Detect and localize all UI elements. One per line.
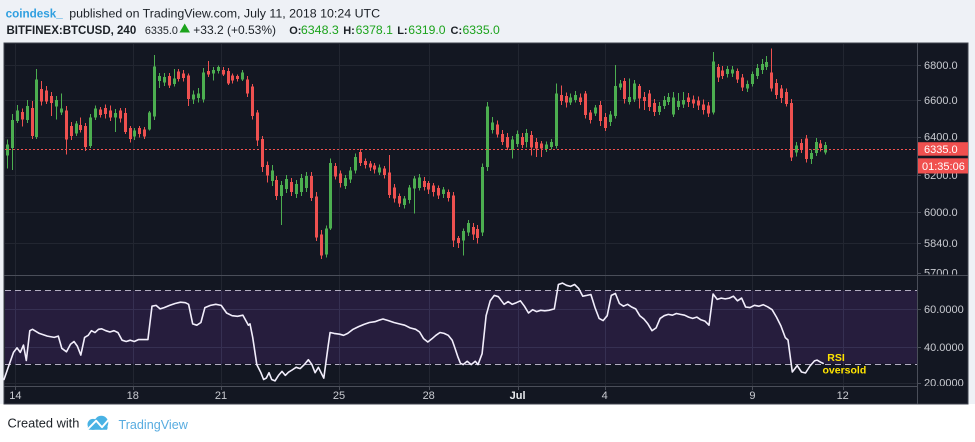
svg-text:20.0000: 20.0000 [924, 378, 964, 390]
svg-text:6319.0: 6319.0 [408, 23, 445, 37]
svg-text:6000.0: 6000.0 [924, 207, 958, 219]
svg-text:C:: C: [451, 25, 463, 37]
svg-text:6335.0: 6335.0 [145, 25, 178, 37]
svg-text:60.0000: 60.0000 [924, 304, 964, 316]
svg-text:6335.0: 6335.0 [463, 23, 500, 37]
svg-text:O:: O: [289, 25, 301, 37]
svg-text:TradingView: TradingView [119, 418, 189, 432]
svg-text:+33.2 (+0.53%): +33.2 (+0.53%) [193, 23, 276, 37]
svg-text:40.0000: 40.0000 [924, 342, 964, 354]
svg-text:12: 12 [837, 390, 849, 402]
svg-text:BITFINEX:BTCUSD, 240: BITFINEX:BTCUSD, 240 [7, 25, 137, 37]
svg-text:6600.0: 6600.0 [924, 95, 958, 107]
svg-text:Jul: Jul [510, 390, 526, 402]
svg-text:oversold: oversold [823, 365, 867, 377]
svg-text:5700.0: 5700.0 [924, 268, 958, 280]
svg-text:25: 25 [333, 390, 345, 402]
svg-text:published on TradingView.com,: published on TradingView.com, July 11, 2… [69, 6, 380, 20]
svg-text:6348.3: 6348.3 [301, 23, 339, 37]
svg-text:L:: L: [397, 25, 407, 37]
svg-text:H:: H: [343, 25, 355, 37]
svg-text:coindesk_: coindesk_ [6, 7, 64, 20]
svg-text:18: 18 [127, 390, 139, 402]
svg-text:01:35:06: 01:35:06 [922, 161, 965, 173]
svg-text:RSI: RSI [827, 352, 845, 364]
svg-text:4: 4 [602, 390, 608, 402]
svg-text:5840.0: 5840.0 [924, 238, 958, 250]
svg-text:21: 21 [215, 390, 227, 402]
svg-text:6378.1: 6378.1 [356, 23, 393, 37]
svg-text:9: 9 [749, 390, 755, 402]
svg-text:6400.0: 6400.0 [924, 132, 958, 144]
svg-text:6335.0: 6335.0 [924, 144, 958, 156]
svg-text:14: 14 [9, 390, 21, 402]
svg-text:6800.0: 6800.0 [924, 60, 958, 72]
svg-text:Created with: Created with [8, 416, 80, 431]
svg-text:28: 28 [423, 390, 435, 402]
